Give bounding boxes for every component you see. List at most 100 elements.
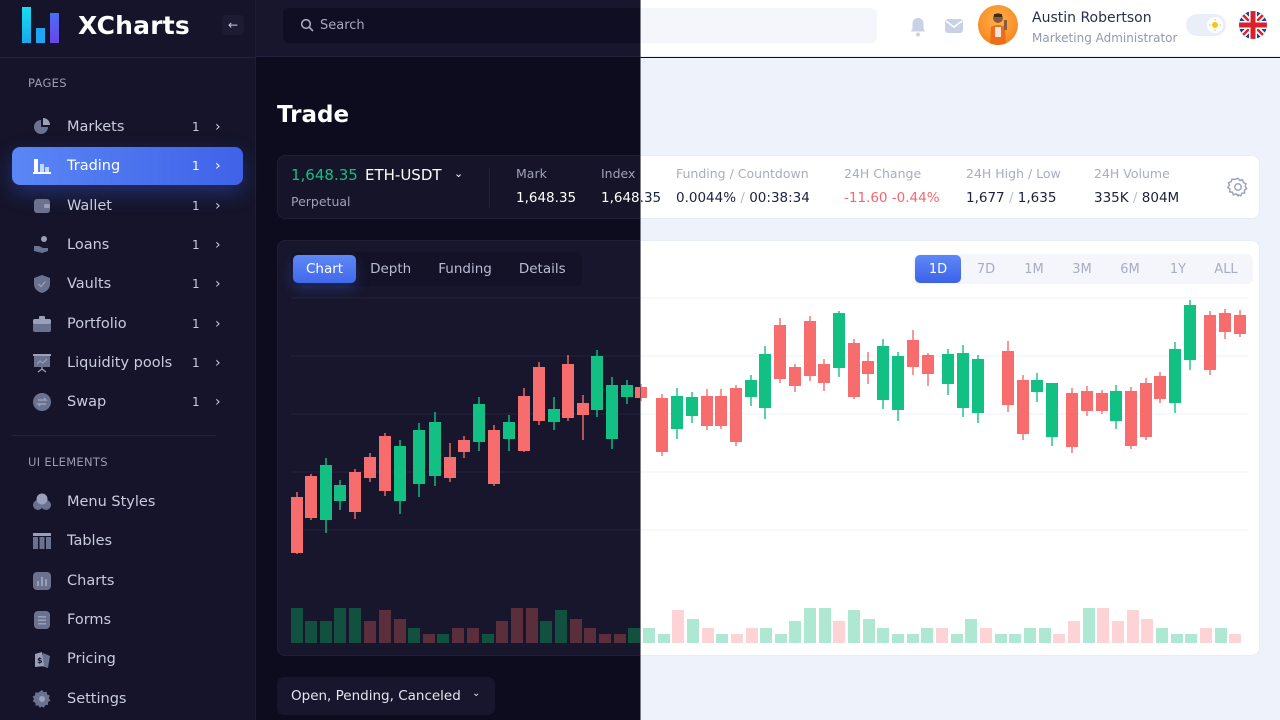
candle[interactable] <box>444 443 456 482</box>
candle[interactable] <box>577 395 589 440</box>
candle[interactable] <box>591 350 603 417</box>
candle[interactable] <box>1219 309 1231 339</box>
candle[interactable] <box>364 453 376 482</box>
candle[interactable] <box>320 458 332 533</box>
candle[interactable] <box>759 346 771 419</box>
candle[interactable] <box>1204 311 1216 375</box>
candle[interactable] <box>701 389 713 430</box>
range-6m[interactable]: 6M <box>1120 261 1140 277</box>
tab-depth[interactable]: Depth <box>370 261 412 277</box>
candle[interactable] <box>503 415 515 451</box>
candle[interactable] <box>1169 342 1181 413</box>
gear-icon[interactable] <box>1227 176 1249 198</box>
sidebar-item-loans[interactable]: Loans 1 › <box>12 226 243 264</box>
candle[interactable] <box>488 425 500 486</box>
candle[interactable] <box>606 377 618 449</box>
range-1m[interactable]: 1M <box>1024 261 1044 277</box>
range-3m[interactable]: 3M <box>1072 261 1092 277</box>
candle[interactable] <box>413 423 425 497</box>
range-all[interactable]: ALL <box>1214 261 1238 277</box>
tab-chart[interactable]: Chart <box>293 255 357 283</box>
sidebar-item-vaults[interactable]: Vaults 1 › <box>12 265 243 303</box>
candle[interactable] <box>429 412 441 486</box>
range-1d[interactable]: 1D <box>915 255 961 283</box>
candle[interactable] <box>1184 300 1196 370</box>
candle[interactable] <box>972 355 984 423</box>
candle[interactable] <box>1081 386 1093 416</box>
sidebar-item-menu-styles[interactable]: Menu Styles <box>12 483 243 521</box>
tab-funding[interactable]: Funding <box>438 261 492 277</box>
candle[interactable] <box>1110 385 1122 429</box>
sidebar-item-portfolio[interactable]: Portfolio 1 › <box>12 305 243 343</box>
candle[interactable] <box>818 359 830 391</box>
sidebar-item-wallet[interactable]: Wallet 1 › <box>12 187 243 225</box>
candle[interactable] <box>473 397 485 451</box>
sidebar-item-charts[interactable]: Charts <box>12 562 243 600</box>
candle[interactable] <box>745 375 757 406</box>
user-name[interactable]: Austin Robertson <box>1032 10 1152 26</box>
search-input[interactable] <box>640 8 860 43</box>
candle[interactable] <box>848 339 860 399</box>
candle[interactable] <box>291 492 303 554</box>
sidebar-item-swap[interactable]: Swap 1 › <box>12 383 243 421</box>
candle[interactable] <box>1096 390 1108 414</box>
range-1y[interactable]: 1Y <box>1169 261 1187 277</box>
theme-toggle[interactable] <box>1186 14 1226 36</box>
candle[interactable] <box>789 364 801 392</box>
candle[interactable] <box>562 355 574 421</box>
candle[interactable] <box>349 469 361 519</box>
pair-selector[interactable]: ETH-USDT <box>365 166 442 184</box>
bell-icon[interactable] <box>908 16 928 38</box>
candle[interactable] <box>1066 388 1078 453</box>
candle[interactable] <box>458 436 470 458</box>
candle[interactable] <box>730 385 742 446</box>
candle[interactable] <box>1046 383 1058 446</box>
collapse-sidebar-button[interactable]: ← <box>222 15 244 35</box>
candle[interactable] <box>715 389 727 429</box>
candle[interactable] <box>635 384 647 401</box>
candle[interactable] <box>922 353 934 386</box>
candle[interactable] <box>942 349 954 395</box>
candle[interactable] <box>1002 341 1014 412</box>
brand[interactable]: XCharts <box>22 5 190 45</box>
candle[interactable] <box>671 388 683 439</box>
user-avatar[interactable] <box>978 5 1018 45</box>
candle[interactable] <box>774 318 786 383</box>
candle[interactable] <box>656 394 668 456</box>
sidebar-item-liquidity-pools[interactable]: Liquidity pools 1 › <box>12 344 243 382</box>
chevron-down-icon[interactable]: ⌄ <box>454 167 464 180</box>
sidebar-item-pricing[interactable]: $ Pricing <box>12 640 243 678</box>
tab-details[interactable]: Details <box>518 261 566 277</box>
candle[interactable] <box>892 352 904 421</box>
sidebar-item-markets[interactable]: Markets 1 › <box>12 108 243 146</box>
candle[interactable] <box>1234 310 1246 337</box>
order-status-filter[interactable]: Open, Pending, Canceled ⌄ <box>277 677 495 715</box>
candle[interactable] <box>1154 372 1166 403</box>
candle[interactable] <box>635 384 647 401</box>
candle[interactable] <box>877 339 889 409</box>
search-input[interactable] <box>320 8 640 43</box>
sidebar-item-tables[interactable]: Tables <box>12 522 243 560</box>
candle[interactable] <box>833 311 845 377</box>
candle[interactable] <box>1140 378 1152 440</box>
sidebar-item-forms[interactable]: Forms <box>12 601 243 639</box>
candle[interactable] <box>379 433 391 496</box>
candle[interactable] <box>1031 373 1043 402</box>
search-box[interactable] <box>283 8 640 43</box>
candle[interactable] <box>804 316 816 381</box>
candle[interactable] <box>548 397 560 430</box>
candle[interactable] <box>533 362 545 425</box>
candle[interactable] <box>907 330 919 375</box>
candle[interactable] <box>334 480 346 510</box>
candle[interactable] <box>518 388 530 452</box>
candle[interactable] <box>1125 387 1137 449</box>
sidebar-item-settings[interactable]: Settings <box>12 680 243 718</box>
candle[interactable] <box>305 474 317 520</box>
candle[interactable] <box>957 345 969 417</box>
sidebar-item-trading[interactable]: Trading 1 › <box>12 147 243 186</box>
candle[interactable] <box>621 380 633 404</box>
candle[interactable] <box>394 440 406 514</box>
range-7d[interactable]: 7D <box>976 261 996 277</box>
